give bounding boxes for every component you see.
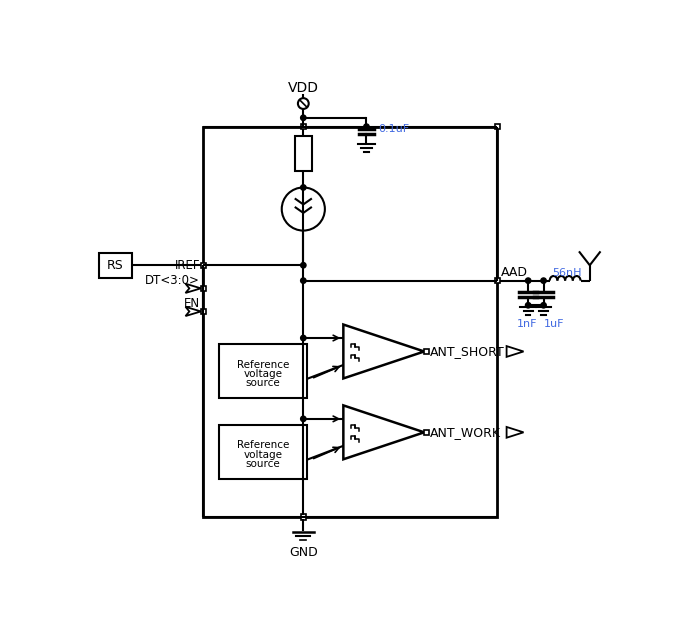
Circle shape <box>526 278 531 284</box>
Bar <box>495 124 500 129</box>
Polygon shape <box>186 307 201 316</box>
Text: source: source <box>246 378 280 388</box>
Text: RS: RS <box>107 259 124 272</box>
Text: Reference: Reference <box>237 360 289 370</box>
Text: 56nH: 56nH <box>552 268 582 278</box>
Polygon shape <box>186 284 201 293</box>
Text: voltage: voltage <box>244 449 282 460</box>
Circle shape <box>541 278 546 284</box>
Circle shape <box>300 115 306 121</box>
Bar <box>200 285 206 291</box>
Text: ANT_WORK: ANT_WORK <box>430 426 500 439</box>
Bar <box>200 262 206 268</box>
Bar <box>295 136 312 170</box>
Circle shape <box>541 303 546 308</box>
Bar <box>424 348 429 354</box>
Text: EN: EN <box>184 297 200 310</box>
Text: voltage: voltage <box>244 369 282 379</box>
Text: VDD: VDD <box>288 81 318 95</box>
Circle shape <box>300 335 306 340</box>
Text: ANT_SHORT: ANT_SHORT <box>430 345 504 358</box>
Text: GND: GND <box>289 547 318 560</box>
Bar <box>300 124 306 129</box>
Text: IREF: IREF <box>174 259 200 272</box>
Circle shape <box>300 278 306 284</box>
Polygon shape <box>344 324 424 378</box>
Bar <box>200 309 206 314</box>
Circle shape <box>300 416 306 422</box>
Circle shape <box>526 303 531 308</box>
Polygon shape <box>507 427 524 438</box>
Text: source: source <box>246 459 280 469</box>
Bar <box>218 425 307 478</box>
Text: DT<3:0>: DT<3:0> <box>146 274 200 287</box>
Text: 0.1uF: 0.1uF <box>378 124 409 134</box>
Bar <box>218 344 307 397</box>
Bar <box>203 127 497 517</box>
Bar <box>495 278 500 284</box>
Circle shape <box>300 185 306 190</box>
Circle shape <box>300 262 306 268</box>
Text: 1nF: 1nF <box>517 319 537 329</box>
Text: 1uF: 1uF <box>544 319 565 329</box>
Circle shape <box>364 124 369 129</box>
Polygon shape <box>344 405 424 459</box>
Text: AAD: AAD <box>501 266 528 279</box>
Circle shape <box>281 188 325 231</box>
Text: Reference: Reference <box>237 441 289 451</box>
Bar <box>99 253 132 277</box>
Polygon shape <box>507 346 524 357</box>
Bar <box>300 514 306 520</box>
Circle shape <box>298 98 309 109</box>
Bar <box>424 430 429 435</box>
